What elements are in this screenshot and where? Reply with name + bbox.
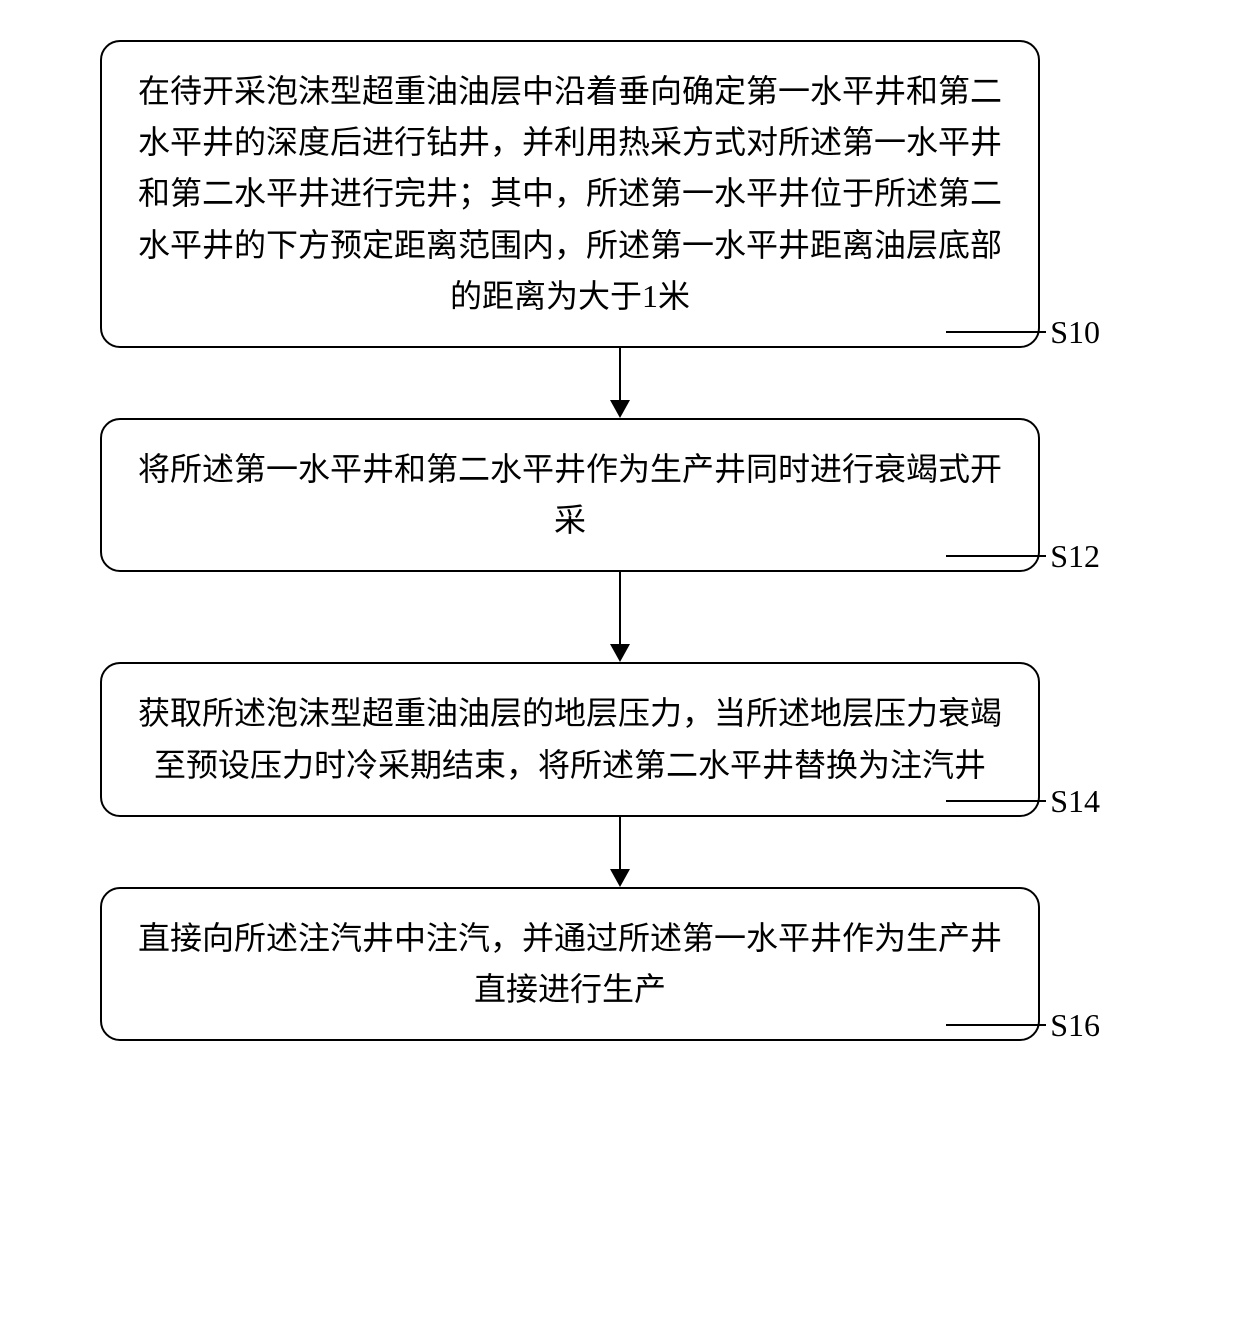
flowchart-node-s16: 直接向所述注汽井中注汽，并通过所述第一水平井作为生产井直接进行生产: [100, 887, 1040, 1041]
arrow-head-icon: [610, 400, 630, 418]
flowchart-container: 在待开采泡沫型超重油油层中沿着垂向确定第一水平井和第二水平井的深度后进行钻井，并…: [60, 40, 1180, 1041]
flowchart-node-s10: 在待开采泡沫型超重油油层中沿着垂向确定第一水平井和第二水平井的深度后进行钻井，并…: [100, 40, 1040, 348]
node-wrapper-s12: 将所述第一水平井和第二水平井作为生产井同时进行衰竭式开采 S12: [60, 418, 1180, 572]
node-text-s12: 将所述第一水平井和第二水平井作为生产井同时进行衰竭式开采: [132, 444, 1008, 546]
connector-line: [946, 1024, 1046, 1026]
connector-line: [946, 555, 1046, 557]
node-text-s16: 直接向所述注汽井中注汽，并通过所述第一水平井作为生产井直接进行生产: [132, 913, 1008, 1015]
flowchart-node-s12: 将所述第一水平井和第二水平井作为生产井同时进行衰竭式开采: [100, 418, 1040, 572]
label-connector-s16: S16: [946, 1007, 1100, 1044]
node-wrapper-s16: 直接向所述注汽井中注汽，并通过所述第一水平井作为生产井直接进行生产 S16: [60, 887, 1180, 1041]
arrow-s12-s14: [610, 572, 630, 662]
node-wrapper-s10: 在待开采泡沫型超重油油层中沿着垂向确定第一水平井和第二水平井的深度后进行钻井，并…: [60, 40, 1180, 348]
arrow-line: [619, 817, 621, 869]
step-label-s14: S14: [1050, 783, 1100, 820]
label-connector-s12: S12: [946, 538, 1100, 575]
connector-line: [946, 331, 1046, 333]
arrow-s14-s16: [610, 817, 630, 887]
node-text-s14: 获取所述泡沫型超重油油层的地层压力，当所述地层压力衰竭至预设压力时冷采期结束，将…: [132, 688, 1008, 790]
connector-line: [946, 800, 1046, 802]
flowchart-node-s14: 获取所述泡沫型超重油油层的地层压力，当所述地层压力衰竭至预设压力时冷采期结束，将…: [100, 662, 1040, 816]
node-text-s10: 在待开采泡沫型超重油油层中沿着垂向确定第一水平井和第二水平井的深度后进行钻井，并…: [132, 66, 1008, 322]
label-connector-s14: S14: [946, 783, 1100, 820]
arrow-s10-s12: [610, 348, 630, 418]
step-label-s12: S12: [1050, 538, 1100, 575]
label-connector-s10: S10: [946, 314, 1100, 351]
step-label-s16: S16: [1050, 1007, 1100, 1044]
node-wrapper-s14: 获取所述泡沫型超重油油层的地层压力，当所述地层压力衰竭至预设压力时冷采期结束，将…: [60, 662, 1180, 816]
arrow-head-icon: [610, 644, 630, 662]
arrow-head-icon: [610, 869, 630, 887]
arrow-line: [619, 572, 621, 644]
step-label-s10: S10: [1050, 314, 1100, 351]
arrow-line: [619, 348, 621, 400]
